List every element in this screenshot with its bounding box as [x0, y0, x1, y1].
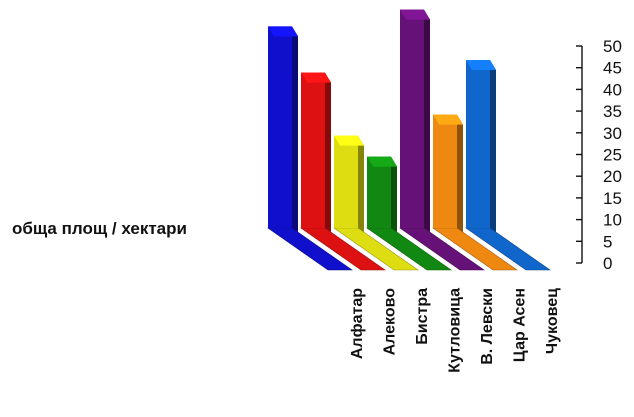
y-tick-label: 25 [603, 146, 622, 165]
y-tick-label: 0 [603, 254, 612, 273]
y-tick-label: 10 [603, 211, 622, 230]
x-tick-label: В. Левски [479, 288, 496, 365]
y-tick-label: 15 [603, 189, 622, 208]
bar-2 [300, 72, 386, 271]
y-axis-label: обща площ / хектари [12, 219, 187, 238]
y-tick-label: 45 [603, 59, 622, 78]
bar-front [367, 156, 391, 228]
x-tick-label: Бистра [414, 288, 431, 345]
bar-side [358, 135, 364, 232]
y-tick-label: 50 [603, 37, 622, 56]
x-tick-label: Кутловица [447, 288, 464, 373]
bar-front [433, 114, 457, 228]
bars-group [267, 9, 551, 271]
bar-top [433, 114, 463, 125]
bar-top [334, 135, 364, 146]
bar-side [424, 9, 430, 232]
bar-top [400, 9, 430, 20]
bar-top [367, 156, 397, 167]
y-tick-label: 35 [603, 102, 622, 121]
bar-side [391, 156, 397, 232]
bar-4 [366, 156, 452, 271]
bar-front [400, 9, 424, 228]
y-tick-label: 5 [603, 232, 612, 251]
y-tick-label: 20 [603, 167, 622, 186]
bar-1 [267, 26, 353, 271]
bar-top [301, 72, 331, 83]
bar-top [466, 60, 496, 70]
y-axis: 0 5 10 15 20 25 30 35 40 45 50 [576, 37, 622, 273]
bar-side [490, 60, 496, 232]
bar-front [334, 135, 358, 228]
bar-3 [333, 135, 419, 271]
bar-front [466, 60, 490, 228]
bar-side [325, 72, 331, 232]
bar-6 [432, 114, 518, 271]
bar-front [268, 26, 292, 229]
x-tick-label: Алфатар [349, 288, 366, 359]
y-tick-label: 40 [603, 80, 622, 99]
x-tick-label: Чуковец [544, 288, 561, 354]
x-tick-label: Алеково [382, 288, 399, 356]
bar-7 [465, 60, 551, 271]
x-tick-label: Цар Асен [512, 288, 529, 362]
bar-5 [399, 9, 485, 271]
x-axis-labels: Алфатар Алеково Бистра Кутловица В. Левски Ца… [349, 288, 561, 373]
bar-top [268, 26, 298, 37]
y-tick-label: 30 [603, 124, 622, 143]
bar-front [301, 72, 325, 228]
bar-side [457, 114, 463, 232]
bar-side [292, 26, 298, 233]
